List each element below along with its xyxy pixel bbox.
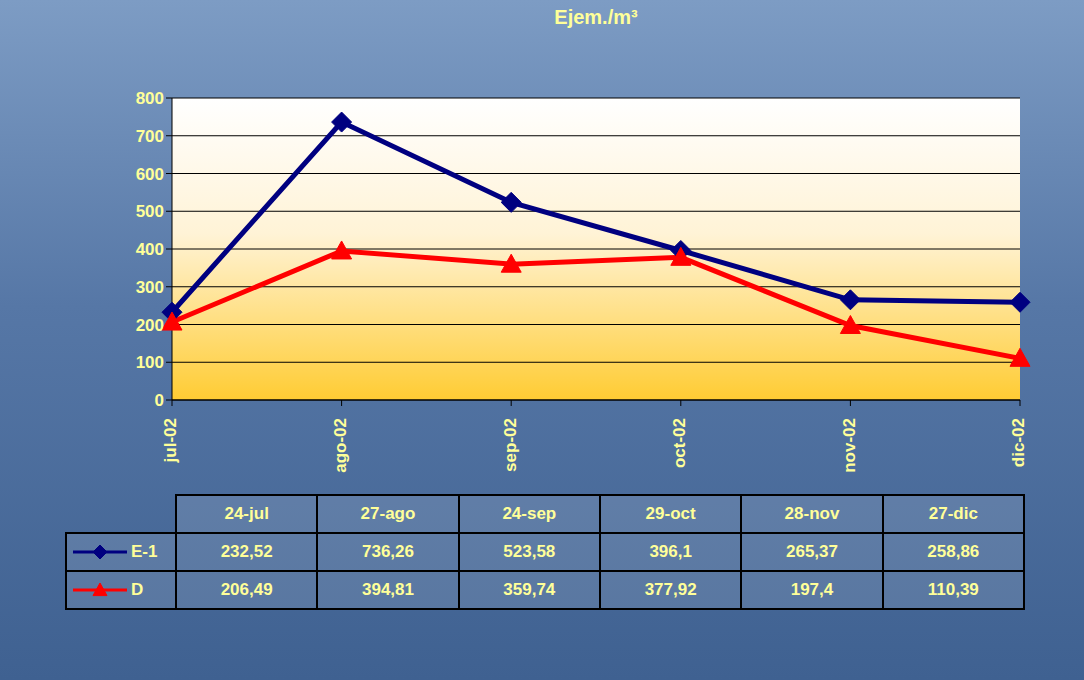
- svg-text:800: 800: [136, 89, 164, 108]
- svg-text:0: 0: [155, 391, 164, 410]
- html-text:28-nov: 28-nov: [784, 504, 840, 523]
- html-text:394,81: 394,81: [362, 580, 414, 599]
- html-text:24-sep: 24-sep: [502, 504, 557, 523]
- svg-text:oct-02: oct-02: [670, 418, 689, 468]
- html-text:D: D: [131, 580, 144, 599]
- html-text:232,52: 232,52: [220, 542, 273, 561]
- html-text:27-dic: 27-dic: [928, 504, 978, 523]
- svg-text:600: 600: [136, 165, 164, 184]
- html-text:377,92: 377,92: [644, 580, 697, 599]
- html-text:736,26: 736,26: [362, 542, 414, 561]
- svg-text:nov-02: nov-02: [840, 418, 859, 473]
- svg-text:200: 200: [136, 316, 164, 335]
- html-text:27-ago: 27-ago: [360, 504, 416, 523]
- html-text:197,4: 197,4: [790, 580, 834, 599]
- svg-text:jul-02: jul-02: [161, 418, 180, 463]
- svg-text:400: 400: [136, 240, 164, 259]
- html-text:24-jul: 24-jul: [224, 504, 269, 523]
- html-text:258,86: 258,86: [927, 542, 980, 561]
- svg-text:ago-02: ago-02: [331, 418, 350, 473]
- svg-text:700: 700: [136, 127, 164, 146]
- html-text:E-1: E-1: [131, 542, 158, 561]
- svg-text:sep-02: sep-02: [501, 418, 520, 472]
- html-text:265,37: 265,37: [786, 542, 838, 561]
- svg-text:500: 500: [136, 202, 164, 221]
- html-text:523,58: 523,58: [503, 542, 556, 561]
- svg-text:dic-02: dic-02: [1009, 418, 1028, 467]
- svg-text:100: 100: [136, 353, 164, 372]
- html-text:110,39: 110,39: [927, 580, 979, 599]
- html-text:29-oct: 29-oct: [645, 504, 696, 523]
- html-text:396,1: 396,1: [649, 542, 692, 561]
- html-text:206,49: 206,49: [220, 580, 273, 599]
- html-text:Ejem./m³: Ejem./m³: [554, 6, 638, 28]
- html-text:359,74: 359,74: [503, 580, 556, 599]
- svg-text:300: 300: [136, 278, 164, 297]
